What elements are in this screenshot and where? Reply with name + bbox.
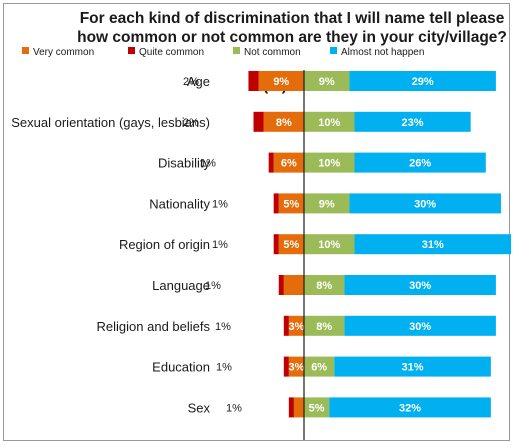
data-label-very-common: 5% [283,198,299,210]
data-label-very-common: 3% [288,321,304,333]
data-label-almost-not-happen: 32% [399,402,421,414]
bar-almost-not-happen [354,152,486,173]
data-label-very-common: 3% [288,362,304,374]
category-label: Sexual orientation (gays, lesbians) [11,115,210,130]
bar-very-common [288,315,304,336]
data-label-not-common: 9% [319,198,335,210]
data-label-quite-common: 2% [183,76,199,88]
bar-quite-common [248,71,259,91]
bar-very-common [293,397,304,418]
bar-almost-not-happen [344,275,496,295]
bar-not-common [304,234,355,255]
data-label-quite-common: 1% [226,402,242,414]
data-label-quite-common: 1% [215,321,231,333]
bar-almost-not-happen [334,356,491,377]
legend-swatch-4 [330,47,337,54]
bar-very-common [278,234,304,255]
data-label-not-common: 10% [318,158,340,170]
bar-not-common [304,275,345,295]
data-label-quite-common: 1% [212,239,228,251]
data-label-almost-not-happen: 31% [402,362,424,374]
category-label: Sex [188,400,211,415]
bar-not-common [304,152,355,173]
bar-not-common [304,71,350,91]
data-label-very-common: 9% [273,76,289,88]
data-label-not-common: 8% [316,280,332,292]
data-label-very-common: 5% [283,239,299,251]
chart-title-line: For each kind of discrimination that I w… [80,10,505,27]
data-label-almost-not-happen: 30% [414,198,436,210]
bar-not-common [304,315,345,336]
data-label-almost-not-happen: 23% [402,117,424,129]
bar-quite-common [273,234,279,255]
category-label: Disability [158,156,211,171]
category-label: Education [152,360,210,375]
data-label-almost-not-happen: 31% [422,239,444,251]
category-label: Region of origin [119,237,210,252]
bar-almost-not-happen [354,234,512,255]
bar-not-common [304,397,330,418]
data-label-quite-common: 1% [212,198,228,210]
data-label-not-common: 10% [318,239,340,251]
bar-not-common [304,356,335,377]
data-label-not-common: 9% [319,76,335,88]
data-label-quite-common: 1% [216,362,232,374]
bar-very-common [263,111,304,132]
bar-very-common [283,275,304,295]
bar-almost-not-happen [344,315,496,336]
bar-not-common [304,111,355,132]
legend-label-4: Almost not happen [341,47,424,58]
chart-frame [3,3,510,441]
data-label-very-common: 6% [281,158,297,170]
bar-quite-common [288,397,294,418]
bar-almost-not-happen [354,111,471,132]
data-label-not-common: 6% [311,362,327,374]
legend-swatch-1 [22,47,29,54]
category-label: Nationality [149,196,210,211]
bar-quite-common [268,152,274,173]
bar-very-common [288,356,304,377]
bar-not-common [304,193,350,214]
bar-almost-not-happen [349,71,496,91]
legend-label-3: Not common [244,47,301,58]
chart-title-line: how common or not common are they in you… [77,29,507,46]
legend-swatch-2 [128,47,135,54]
data-label-almost-not-happen: 30% [409,280,431,292]
bar-very-common [258,71,304,91]
data-label-quite-common: 2% [183,117,199,129]
bar-quite-common [283,315,289,336]
legend-label-1: Very common [33,47,94,58]
category-label: Language [152,278,210,293]
category-label: Religion and beliefs [97,319,211,334]
data-label-quite-common: 1% [200,158,216,170]
data-label-almost-not-happen: 26% [409,158,431,170]
bar-quite-common [278,275,284,295]
data-label-not-common: 10% [318,117,340,129]
bar-almost-not-happen [349,193,501,214]
data-label-almost-not-happen: 30% [409,321,431,333]
bar-very-common [273,152,304,173]
data-label-quite-common: 1% [205,280,221,292]
data-label-very-common: 8% [276,117,292,129]
data-label-not-common: 5% [309,402,325,414]
category-label: Age [187,74,210,89]
legend-swatch-3 [233,47,240,54]
data-label-not-common: 8% [316,321,332,333]
bar-quite-common [253,111,264,132]
bar-quite-common [273,193,279,214]
bar-very-common [278,193,304,214]
bar-quite-common [283,356,289,377]
data-label-almost-not-happen: 29% [412,76,434,88]
bar-almost-not-happen [329,397,491,418]
legend-label-2: Quite common [139,47,204,58]
